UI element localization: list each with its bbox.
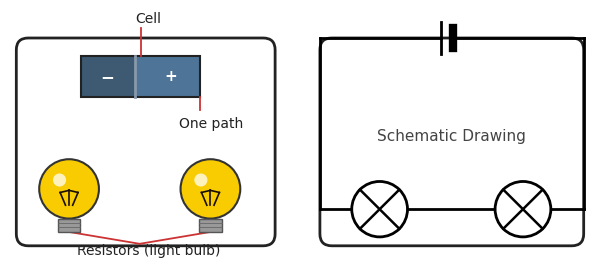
Text: Resistors (light bulb): Resistors (light bulb) (77, 244, 220, 258)
Bar (135, 56, 200, 97)
Circle shape (194, 174, 208, 187)
Circle shape (352, 182, 407, 237)
Text: Cell: Cell (136, 12, 162, 26)
Circle shape (495, 182, 551, 237)
Bar (81, 56, 135, 97)
Text: +: + (164, 69, 177, 84)
Text: One path: One path (179, 117, 243, 131)
Bar (199, 219, 222, 232)
Text: −: − (100, 68, 114, 86)
FancyBboxPatch shape (320, 38, 584, 246)
Bar (58, 219, 80, 232)
Text: Schematic Drawing: Schematic Drawing (377, 130, 526, 144)
Circle shape (39, 159, 99, 219)
Circle shape (53, 174, 66, 187)
Circle shape (181, 159, 240, 219)
FancyBboxPatch shape (16, 38, 275, 246)
Bar (81, 56, 200, 97)
